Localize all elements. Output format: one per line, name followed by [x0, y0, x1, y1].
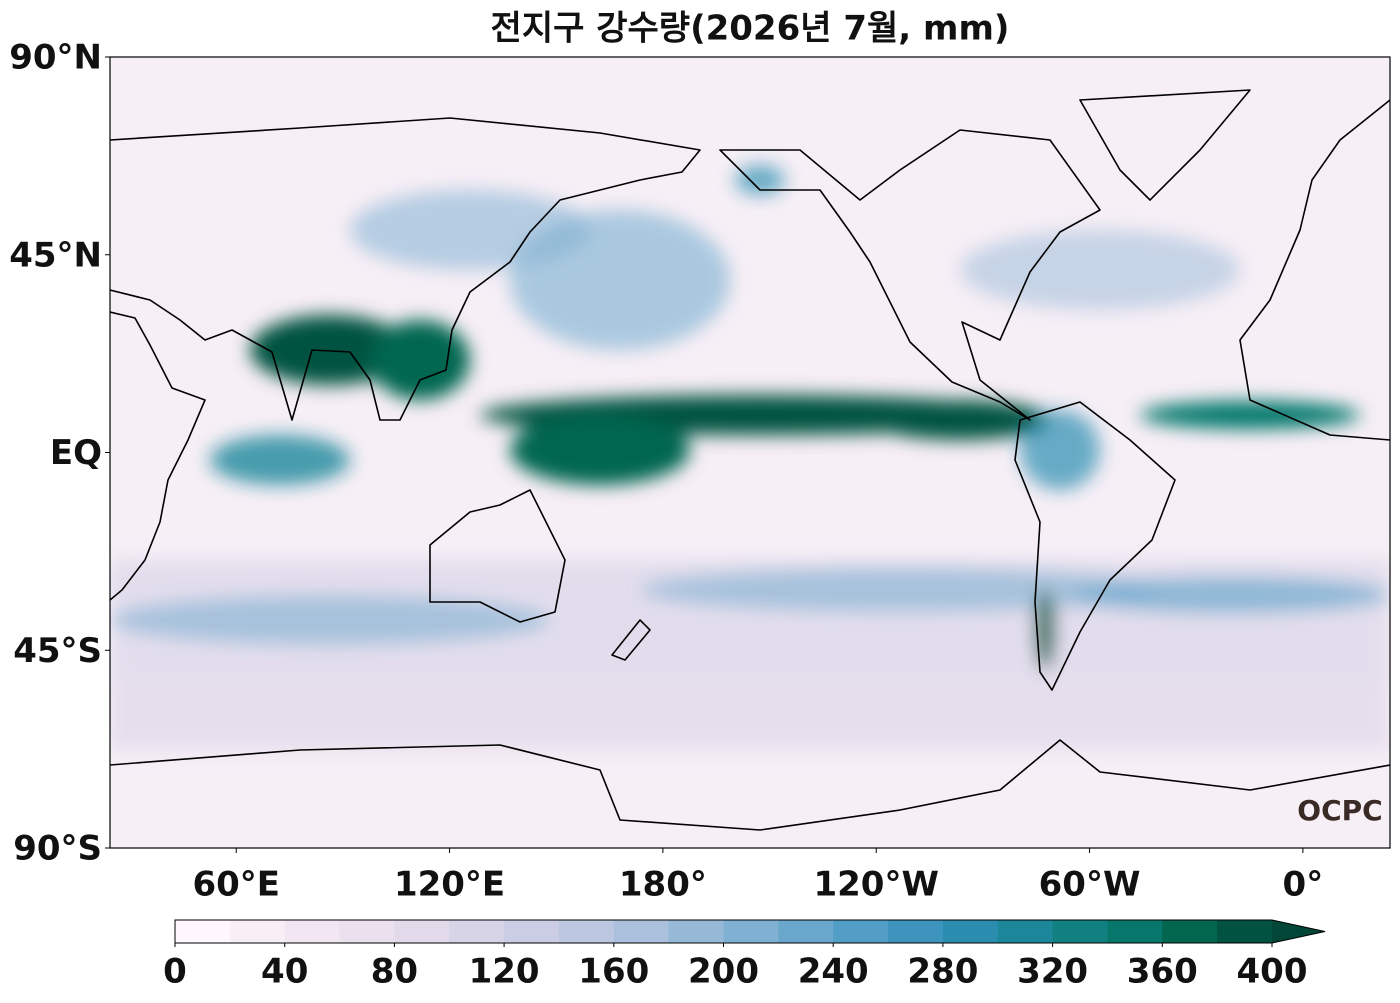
colorbar-tick-label: 400 [1237, 952, 1308, 992]
logo: OCPC [1297, 794, 1382, 827]
colorbar-segment [229, 920, 286, 943]
colorbar-segment [723, 920, 779, 943]
colorbar-segment [1052, 920, 1108, 943]
colorbar: 0 40 80 120 160 200 240 280 320 360 400 [163, 919, 1326, 992]
colorbar-segment [339, 920, 395, 943]
colorbar-segment [449, 920, 505, 943]
colorbar-tick-label: 120 [469, 952, 540, 992]
colorbar-tick-label: 40 [261, 952, 308, 992]
colorbar-segment [1162, 920, 1218, 943]
y-tick-label: 90°S [13, 829, 102, 869]
y-tick-label: 90°N [9, 38, 102, 78]
x-tick-label: 60°W [1039, 865, 1141, 905]
colorbar-segment [394, 920, 450, 943]
colorbar-tick-label: 160 [578, 952, 649, 992]
axes: 90°N 45°N EQ 45°S 90°S 60°E 120°E 180° 120°W 60°W… [9, 38, 1323, 905]
x-tick-label: 120°E [394, 865, 505, 905]
colorbar-tick-label: 360 [1127, 952, 1198, 992]
colorbar-tick-label: 240 [798, 952, 869, 992]
colorbar-tick-label: 200 [688, 952, 759, 992]
colorbar-segment [1107, 920, 1163, 943]
x-tick-label: 0° [1283, 865, 1324, 905]
colorbar-segment [175, 920, 231, 943]
colorbar-segment [833, 920, 889, 943]
y-tick-label: 45°N [9, 235, 102, 275]
colorbar-segment [1217, 920, 1273, 943]
x-tick-label: 180° [619, 865, 707, 905]
colorbar-segment [997, 920, 1054, 943]
map: OCPC [110, 57, 1390, 848]
colorbar-segment [284, 920, 341, 943]
title: 전지구 강수량(2026년 7월, mm) [491, 9, 1010, 49]
y-tick-label: EQ [50, 433, 102, 473]
colorbar-segment [504, 920, 560, 943]
colorbar-tick-label: 80 [371, 952, 418, 992]
coastlines [110, 89, 1390, 831]
colorbar-segment [778, 920, 834, 943]
colorbar-segment [942, 920, 999, 943]
colorbar-tick-label: 320 [1017, 952, 1088, 992]
x-tick-label: 60°E [192, 865, 280, 905]
colorbar-tick-label: 280 [907, 952, 978, 992]
colorbar-extend [1272, 920, 1325, 943]
colorbar-tick-label: 0 [163, 952, 187, 992]
y-tick-label: 45°S [13, 631, 102, 671]
colorbar-segment [558, 920, 615, 943]
colorbar-outline [174, 919, 1326, 944]
colorbar-segment [668, 920, 724, 943]
colorbar-segment [613, 920, 670, 943]
precipitation-field [110, 165, 1390, 750]
colorbar-segment [888, 920, 944, 943]
x-tick-label: 120°W [813, 865, 938, 905]
